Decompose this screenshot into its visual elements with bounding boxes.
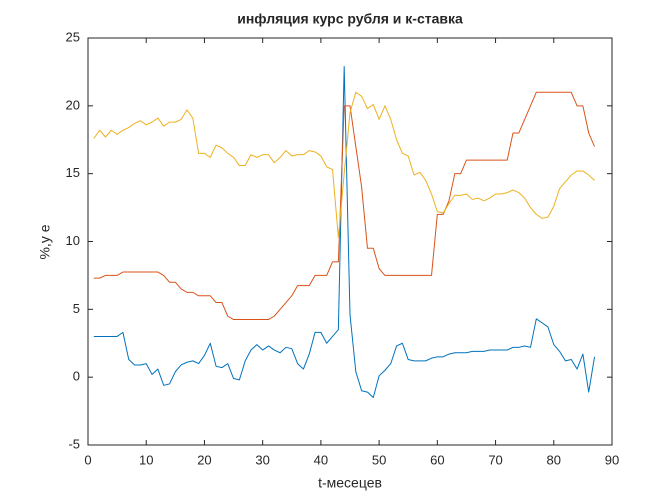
y-tick-label: 10 (66, 233, 80, 248)
x-tick-label: 40 (314, 452, 328, 467)
x-tick-label: 10 (139, 452, 153, 467)
x-tick-label: 80 (547, 452, 561, 467)
x-tick-label: 70 (488, 452, 502, 467)
y-tick-label: -5 (68, 436, 80, 451)
x-tick-label: 30 (255, 452, 269, 467)
y-tick-label: 15 (66, 165, 80, 180)
x-tick-label: 20 (197, 452, 211, 467)
y-tick-label: 25 (66, 29, 80, 44)
x-axis-label: t-месецев (318, 475, 382, 491)
line-series (93, 91, 595, 238)
y-tick-label: 0 (73, 369, 80, 384)
x-tick-label: 60 (430, 452, 444, 467)
line-series (93, 65, 596, 399)
chart-title: инфляция курс рубля и к-ставка (237, 11, 463, 27)
line-series (93, 91, 595, 321)
y-tick-label: 20 (66, 97, 80, 112)
y-axis-label: %,у е (37, 224, 53, 259)
x-tick-label: 0 (84, 452, 91, 467)
y-tick-label: 5 (73, 301, 80, 316)
x-tick-label: 50 (372, 452, 386, 467)
x-tick-label: 90 (605, 452, 619, 467)
